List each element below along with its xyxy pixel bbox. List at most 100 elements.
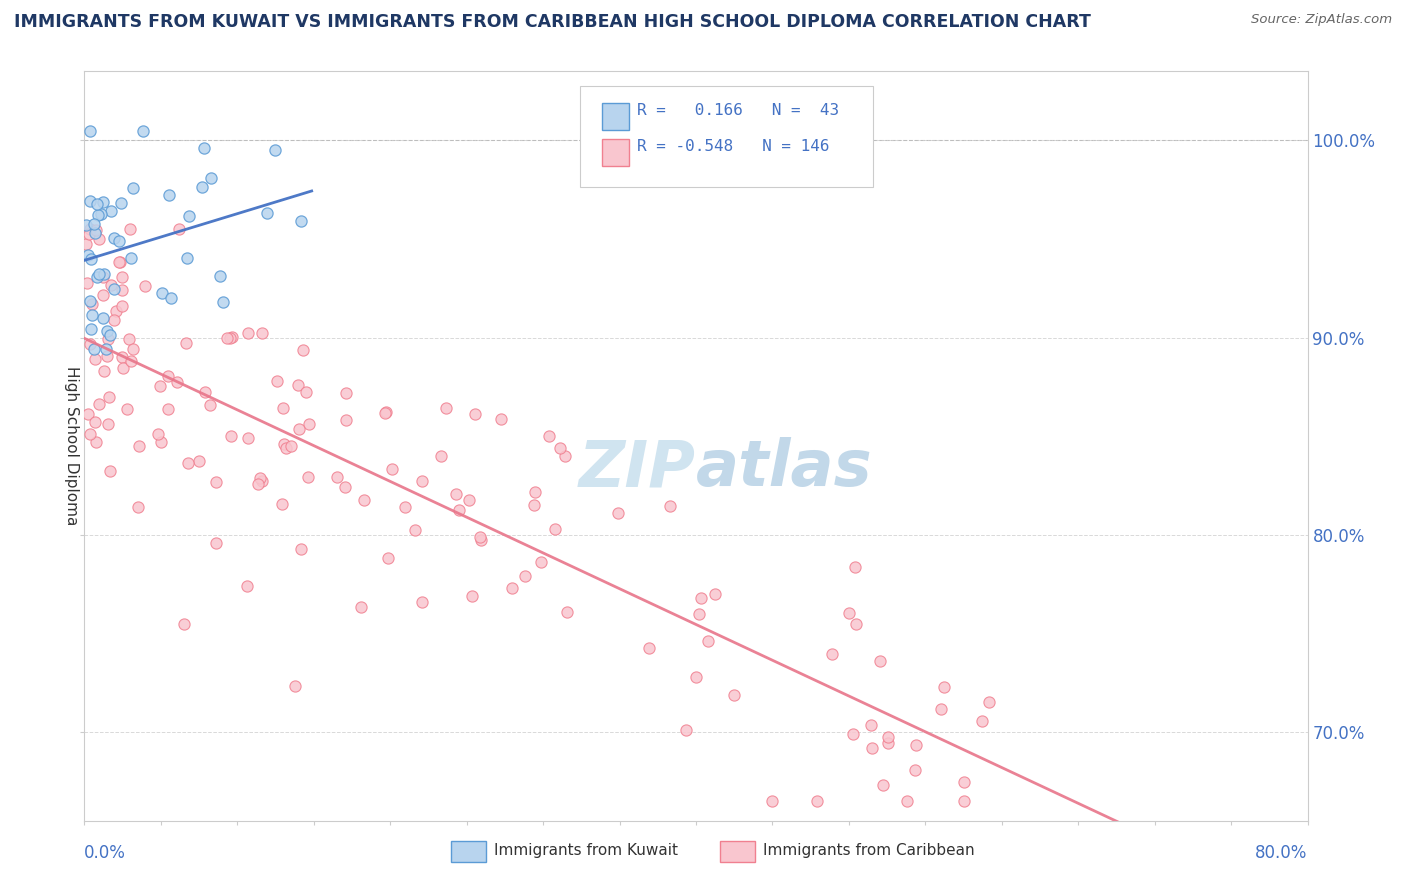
Text: 80.0%: 80.0% bbox=[1256, 845, 1308, 863]
Point bbox=[79, 123, 101, 137]
Point bbox=[952, 794, 974, 808]
Point bbox=[212, 295, 235, 310]
Point bbox=[209, 268, 232, 283]
Point bbox=[122, 180, 145, 194]
Point bbox=[111, 283, 134, 297]
Point bbox=[761, 794, 783, 808]
Point bbox=[335, 480, 357, 494]
Point bbox=[111, 299, 134, 313]
Point bbox=[404, 523, 426, 537]
Point bbox=[100, 464, 122, 478]
Point bbox=[93, 311, 115, 326]
Point bbox=[166, 375, 188, 389]
Point bbox=[177, 209, 200, 223]
Point bbox=[877, 736, 900, 750]
Point bbox=[977, 695, 1000, 709]
Point bbox=[156, 401, 179, 416]
Point bbox=[96, 342, 118, 356]
Text: Immigrants from Kuwait: Immigrants from Kuwait bbox=[494, 843, 678, 858]
Point bbox=[838, 606, 860, 620]
Point bbox=[93, 287, 115, 301]
Point bbox=[132, 123, 155, 137]
Point bbox=[83, 226, 105, 240]
Point bbox=[932, 680, 955, 694]
Point bbox=[249, 471, 271, 485]
Point bbox=[103, 313, 125, 327]
Point bbox=[905, 738, 928, 752]
Point bbox=[188, 453, 211, 467]
Point bbox=[80, 322, 103, 336]
Point bbox=[148, 427, 170, 442]
Point bbox=[953, 774, 976, 789]
Point bbox=[89, 267, 111, 281]
Point bbox=[447, 503, 470, 517]
Point bbox=[297, 470, 319, 484]
Text: ZIP: ZIP bbox=[579, 437, 696, 500]
Point bbox=[79, 336, 101, 351]
Point bbox=[280, 439, 302, 453]
Point bbox=[87, 231, 110, 245]
Point bbox=[276, 441, 298, 455]
Point bbox=[86, 270, 108, 285]
Point bbox=[90, 207, 112, 221]
Point bbox=[176, 456, 198, 470]
Point bbox=[250, 474, 273, 488]
Point bbox=[87, 208, 110, 222]
Point bbox=[104, 304, 127, 318]
Point bbox=[273, 401, 295, 415]
Point bbox=[98, 327, 121, 342]
Point bbox=[100, 204, 122, 219]
Point bbox=[100, 278, 122, 293]
Text: Immigrants from Caribbean: Immigrants from Caribbean bbox=[763, 843, 974, 858]
Point bbox=[860, 741, 883, 756]
Point bbox=[524, 484, 547, 499]
Point bbox=[411, 474, 433, 488]
Point bbox=[219, 429, 242, 443]
Text: R = -0.548   N = 146: R = -0.548 N = 146 bbox=[637, 139, 830, 153]
Point bbox=[460, 589, 482, 603]
Point bbox=[96, 417, 118, 431]
Point bbox=[111, 269, 134, 284]
Point bbox=[149, 435, 172, 450]
Point bbox=[86, 223, 108, 237]
Point bbox=[266, 374, 288, 388]
Point bbox=[77, 407, 100, 421]
Point bbox=[93, 267, 115, 281]
Point bbox=[470, 533, 492, 547]
Point bbox=[436, 401, 458, 416]
Point bbox=[859, 718, 882, 732]
Point bbox=[842, 727, 865, 741]
Point bbox=[75, 237, 97, 252]
Point bbox=[98, 390, 121, 404]
Point bbox=[84, 435, 107, 450]
Point bbox=[96, 350, 118, 364]
Point bbox=[149, 379, 172, 393]
Text: Source: ZipAtlas.com: Source: ZipAtlas.com bbox=[1251, 13, 1392, 27]
Point bbox=[457, 492, 479, 507]
Point bbox=[538, 429, 561, 443]
Point bbox=[298, 417, 321, 431]
Point bbox=[156, 369, 179, 384]
Point bbox=[675, 723, 697, 737]
Point bbox=[159, 291, 181, 305]
Point bbox=[134, 278, 156, 293]
Point bbox=[270, 497, 292, 511]
Point bbox=[173, 617, 195, 632]
Point bbox=[110, 196, 132, 211]
Point bbox=[685, 670, 707, 684]
Point bbox=[896, 794, 918, 808]
Point bbox=[287, 422, 309, 436]
Point bbox=[353, 492, 375, 507]
Point bbox=[444, 487, 467, 501]
Point bbox=[688, 607, 710, 621]
Point bbox=[96, 324, 118, 338]
Text: IMMIGRANTS FROM KUWAIT VS IMMIGRANTS FROM CARIBBEAN HIGH SCHOOL DIPLOMA CORRELAT: IMMIGRANTS FROM KUWAIT VS IMMIGRANTS FRO… bbox=[14, 13, 1091, 31]
Point bbox=[103, 230, 125, 244]
Point bbox=[544, 522, 567, 536]
Point bbox=[263, 143, 285, 157]
Point bbox=[79, 294, 101, 309]
Point bbox=[76, 276, 98, 290]
Point bbox=[86, 197, 108, 211]
Point bbox=[76, 218, 98, 232]
Point bbox=[118, 222, 141, 236]
